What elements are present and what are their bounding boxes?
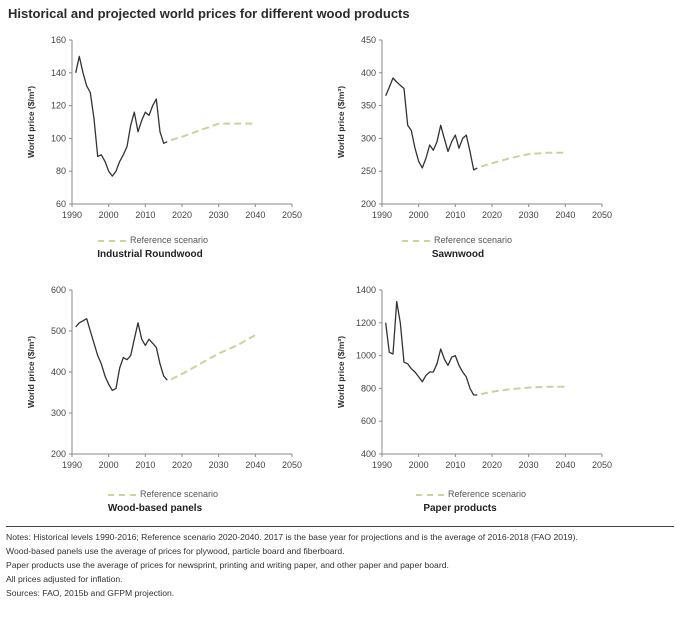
x-tick-label: 1990 — [62, 210, 82, 220]
x-tick-label: 2010 — [135, 460, 155, 470]
y-tick-label: 140 — [51, 68, 66, 78]
x-tick-label: 2050 — [592, 210, 612, 220]
y-tick-label: 200 — [51, 449, 66, 459]
legend-label: Reference scenario — [434, 235, 513, 245]
series-line-projection — [480, 385, 566, 396]
y-tick-label: 300 — [361, 133, 376, 143]
chart-subtitle: Paper products — [423, 503, 497, 514]
y-tick-label: 350 — [361, 101, 376, 111]
y-tick-label: 300 — [51, 408, 66, 418]
x-tick-label: 2010 — [445, 210, 465, 220]
x-tick-label: 2040 — [555, 210, 575, 220]
series-line-projection — [480, 151, 566, 168]
chart-legend: Reference scenario — [98, 235, 208, 245]
y-tick-label: 160 — [51, 35, 66, 45]
x-tick-label: 2020 — [172, 210, 192, 220]
chart-subtitle: Industrial Roundwood — [97, 249, 203, 260]
chart-svg: 200 300 400 500 600 1990 2000 2010 2020 2030 2040 2… — [26, 285, 302, 470]
y-tick-label: 250 — [361, 166, 376, 176]
y-tick-label: 60 — [56, 199, 66, 209]
x-tick-label: 2020 — [172, 460, 192, 470]
y-axis-label: World price ($/m³) — [26, 336, 36, 408]
x-tick-label: 2010 — [135, 210, 155, 220]
note-line: Paper products use the average of prices… — [6, 560, 449, 570]
x-tick-label: 2040 — [245, 210, 265, 220]
chart-panel-paper-products: 400 600 800 1000 1200 1400 1990 2000 2010 2020 203… — [310, 280, 650, 530]
y-axis-label: World price ($/m³) — [26, 86, 36, 158]
x-tick-label: 2050 — [592, 460, 612, 470]
legend-dash-swatch — [402, 239, 430, 242]
x-tick-label: 2050 — [282, 210, 302, 220]
x-tick-label: 2020 — [482, 460, 502, 470]
y-tick-label: 400 — [361, 68, 376, 78]
chart-legend: Reference scenario — [402, 235, 512, 245]
chart-legend: Reference scenario — [108, 489, 218, 499]
x-tick-label: 2000 — [99, 460, 119, 470]
y-tick-label: 1200 — [356, 318, 376, 328]
y-tick-label: 1000 — [356, 351, 376, 361]
chart-panel-industrial-roundwood: 60 80 100 120 140 160 1990 2000 2010 2020 2030 2040… — [0, 30, 340, 280]
chart-legend: Reference scenario — [416, 489, 526, 499]
legend-dash-swatch — [98, 239, 126, 242]
x-tick-label: 2000 — [409, 460, 429, 470]
series-line-historical — [75, 55, 168, 177]
series-line-projection — [170, 122, 256, 141]
chart-subtitle: Sawnwood — [431, 249, 485, 260]
notes-section: Notes: Historical levels 1990-2016; Refe… — [6, 526, 674, 601]
x-tick-label: 1990 — [372, 210, 392, 220]
note-line: Wood-based panels use the average of pri… — [6, 546, 345, 556]
x-tick-label: 2030 — [519, 210, 539, 220]
note-line: Notes: Historical levels 1990-2016; Refe… — [6, 532, 578, 542]
chart-svg: 60 80 100 120 140 160 1990 2000 2010 2020 2030 2040… — [26, 35, 302, 220]
chart-subtitle: Wood-based panels — [107, 503, 203, 514]
chart-svg: 400 600 800 1000 1200 1400 1990 2000 2010 2020 203… — [336, 285, 612, 470]
y-tick-label: 500 — [51, 326, 66, 336]
y-tick-label: 450 — [361, 35, 376, 45]
series-line-projection — [170, 334, 256, 381]
x-tick-label: 1990 — [62, 460, 82, 470]
chart-svg: 200 250 300 350 400 450 1990 2000 2010 2020 2030 20… — [336, 35, 612, 220]
x-tick-label: 2000 — [99, 210, 119, 220]
legend-label: Reference scenario — [448, 489, 527, 499]
y-tick-label: 100 — [51, 133, 66, 143]
note-line: Sources: FAO, 2015b and GFPM projection. — [6, 588, 175, 598]
y-tick-label: 600 — [51, 285, 66, 295]
y-tick-label: 200 — [361, 199, 376, 209]
x-tick-label: 2030 — [209, 210, 229, 220]
legend-label: Reference scenario — [140, 489, 219, 499]
legend-dash-swatch — [416, 493, 444, 496]
note-line: All prices adjusted for inflation. — [6, 574, 123, 584]
x-tick-label: 1990 — [372, 460, 392, 470]
y-tick-label: 80 — [56, 166, 66, 176]
page-title: Historical and projected world prices fo… — [8, 6, 410, 21]
x-tick-label: 2030 — [209, 460, 229, 470]
y-axis-label: World price ($/m³) — [336, 336, 346, 408]
y-tick-label: 600 — [361, 416, 376, 426]
x-tick-label: 2010 — [445, 460, 465, 470]
legend-label: Reference scenario — [130, 235, 209, 245]
y-tick-label: 1400 — [356, 285, 376, 295]
series-line-historical — [75, 318, 168, 392]
y-tick-label: 400 — [51, 367, 66, 377]
series-line-historical — [385, 300, 478, 396]
x-tick-label: 2040 — [555, 460, 575, 470]
x-tick-label: 2050 — [282, 460, 302, 470]
chart-panel-wood-based-panels: 200 300 400 500 600 1990 2000 2010 2020 2030 2040 2… — [0, 280, 340, 530]
x-tick-label: 2000 — [409, 210, 429, 220]
chart-panel-sawnwood: 200 250 300 350 400 450 1990 2000 2010 2020 2030 20… — [310, 30, 650, 280]
series-line-historical — [385, 77, 478, 171]
x-tick-label: 2030 — [519, 460, 539, 470]
legend-dash-swatch — [108, 493, 136, 496]
x-tick-label: 2040 — [245, 460, 265, 470]
y-tick-label: 800 — [361, 383, 376, 393]
y-tick-label: 120 — [51, 101, 66, 111]
x-tick-label: 2020 — [482, 210, 502, 220]
y-axis-label: World price ($/m³) — [336, 86, 346, 158]
y-tick-label: 400 — [361, 449, 376, 459]
